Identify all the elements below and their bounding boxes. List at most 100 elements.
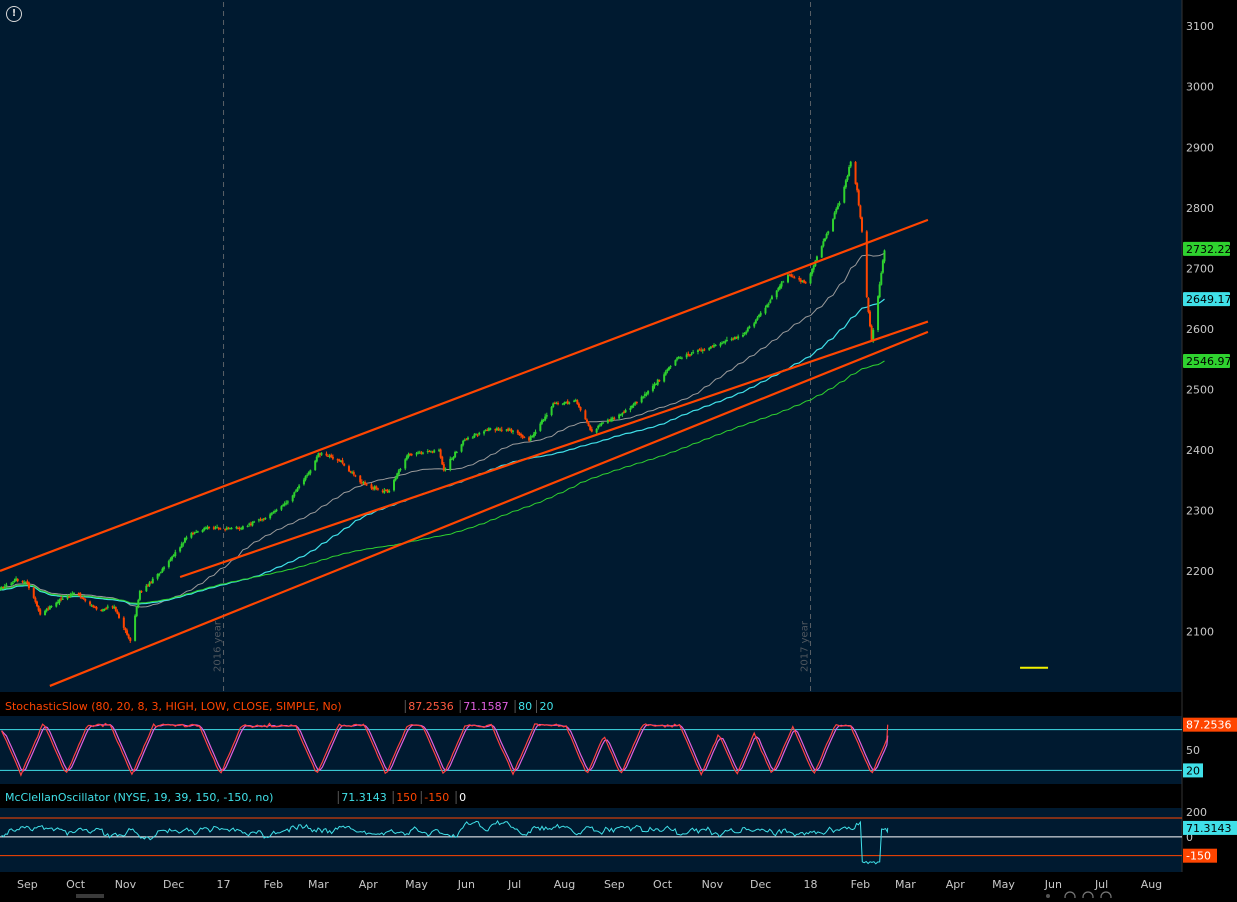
candle [788, 273, 791, 277]
candle-body [825, 233, 828, 239]
candle [376, 487, 379, 491]
candle-body [428, 451, 431, 453]
candle [235, 525, 238, 530]
info-icon[interactable]: ! [6, 6, 22, 22]
candle-body [251, 522, 254, 526]
candle-body [381, 490, 384, 492]
candle [452, 456, 455, 461]
candle-body [362, 482, 365, 484]
mcclellan-header-title: McClellanOscillator (NYSE, 19, 39, 150, … [5, 791, 273, 804]
candle-body [568, 402, 571, 404]
candle [565, 401, 568, 404]
candle-body [849, 161, 852, 167]
time-axis[interactable]: Sep Oct Nov Dec 17 Feb Mar Apr May Jun Jul Aug Sep Oc… [17, 878, 1162, 891]
candle-body [645, 393, 648, 395]
candle [246, 524, 249, 528]
candle [315, 455, 318, 463]
candle-body [193, 532, 196, 534]
candle-body [743, 333, 746, 335]
time-axis-tick-label: Sep [17, 878, 38, 891]
candle-body [307, 472, 310, 475]
candle-body [238, 528, 241, 530]
candle-body [81, 597, 84, 599]
candle [124, 627, 127, 634]
candle [129, 637, 132, 643]
candle [21, 580, 24, 584]
candle-body [26, 581, 29, 584]
candle [11, 581, 14, 585]
price-panel[interactable]: 2100 2200 2300 2400 2500 2600 2700 2800 2900 3000… [0, 2, 1232, 692]
candle-body [294, 490, 297, 492]
candle [351, 470, 354, 474]
candle-body [111, 606, 114, 608]
stochastic-panel[interactable]: 50 87.2536 20 StochasticSlow (80, 20, 8, 3,… [0, 700, 1237, 778]
candle [589, 424, 592, 431]
candle [680, 356, 683, 360]
candle-body [0, 588, 1, 590]
candle [339, 459, 342, 463]
candle-body [507, 428, 510, 431]
candle [122, 616, 125, 631]
trendline-1[interactable] [0, 218, 929, 572]
candle [563, 401, 566, 406]
time-axis-tick-label: 18 [804, 878, 818, 891]
candle-body [690, 353, 693, 355]
candle [126, 628, 129, 636]
candle-body [13, 580, 16, 583]
candle-body [10, 583, 13, 585]
candle-body [610, 418, 613, 422]
candle-body [383, 490, 386, 493]
candle [257, 518, 260, 523]
candle [611, 416, 614, 422]
candle [77, 592, 80, 597]
candle [151, 577, 154, 584]
candle [711, 345, 714, 348]
candle [619, 413, 622, 417]
candle-body [642, 396, 645, 398]
candle [685, 352, 688, 360]
mcclellan-header-value: 0 [459, 791, 466, 804]
candle-body [677, 357, 680, 359]
candle [111, 605, 114, 610]
trendline-2[interactable] [179, 320, 929, 579]
stochastic-badge-label: 87.2536 [1186, 719, 1232, 732]
candle-body [122, 617, 125, 628]
candle-body [656, 379, 659, 385]
price-axis-tick-label: 2400 [1186, 444, 1214, 457]
candle-body [134, 615, 137, 641]
candle-body [237, 528, 240, 530]
candle-body [426, 451, 429, 453]
candle-body [296, 488, 299, 492]
candle-body [407, 454, 410, 457]
main-panel-background [0, 0, 1182, 692]
candle-body [217, 527, 220, 529]
candle-body [66, 596, 69, 599]
candle [158, 572, 161, 577]
candle [836, 203, 839, 210]
candle-body [306, 474, 309, 476]
candle-body [319, 453, 322, 455]
candle-body [799, 279, 802, 282]
candle [629, 405, 632, 413]
candle-body [790, 274, 793, 277]
candle [880, 271, 883, 286]
candle [10, 582, 13, 586]
candle [72, 592, 75, 595]
candle-body [320, 453, 323, 455]
candle [454, 450, 457, 459]
candle-body [338, 459, 341, 462]
candle [137, 598, 140, 609]
candle-body [137, 600, 140, 607]
candle-body [370, 484, 373, 489]
mcclellan-badge-label: -150 [1186, 850, 1211, 863]
candle-body [550, 407, 553, 416]
candle [518, 431, 521, 436]
candle [438, 448, 441, 452]
trendline-3[interactable] [49, 330, 929, 687]
candle [741, 332, 744, 338]
candle [44, 609, 47, 616]
candle [608, 419, 611, 422]
bottom-toolbar-icons[interactable] [1046, 891, 1112, 902]
